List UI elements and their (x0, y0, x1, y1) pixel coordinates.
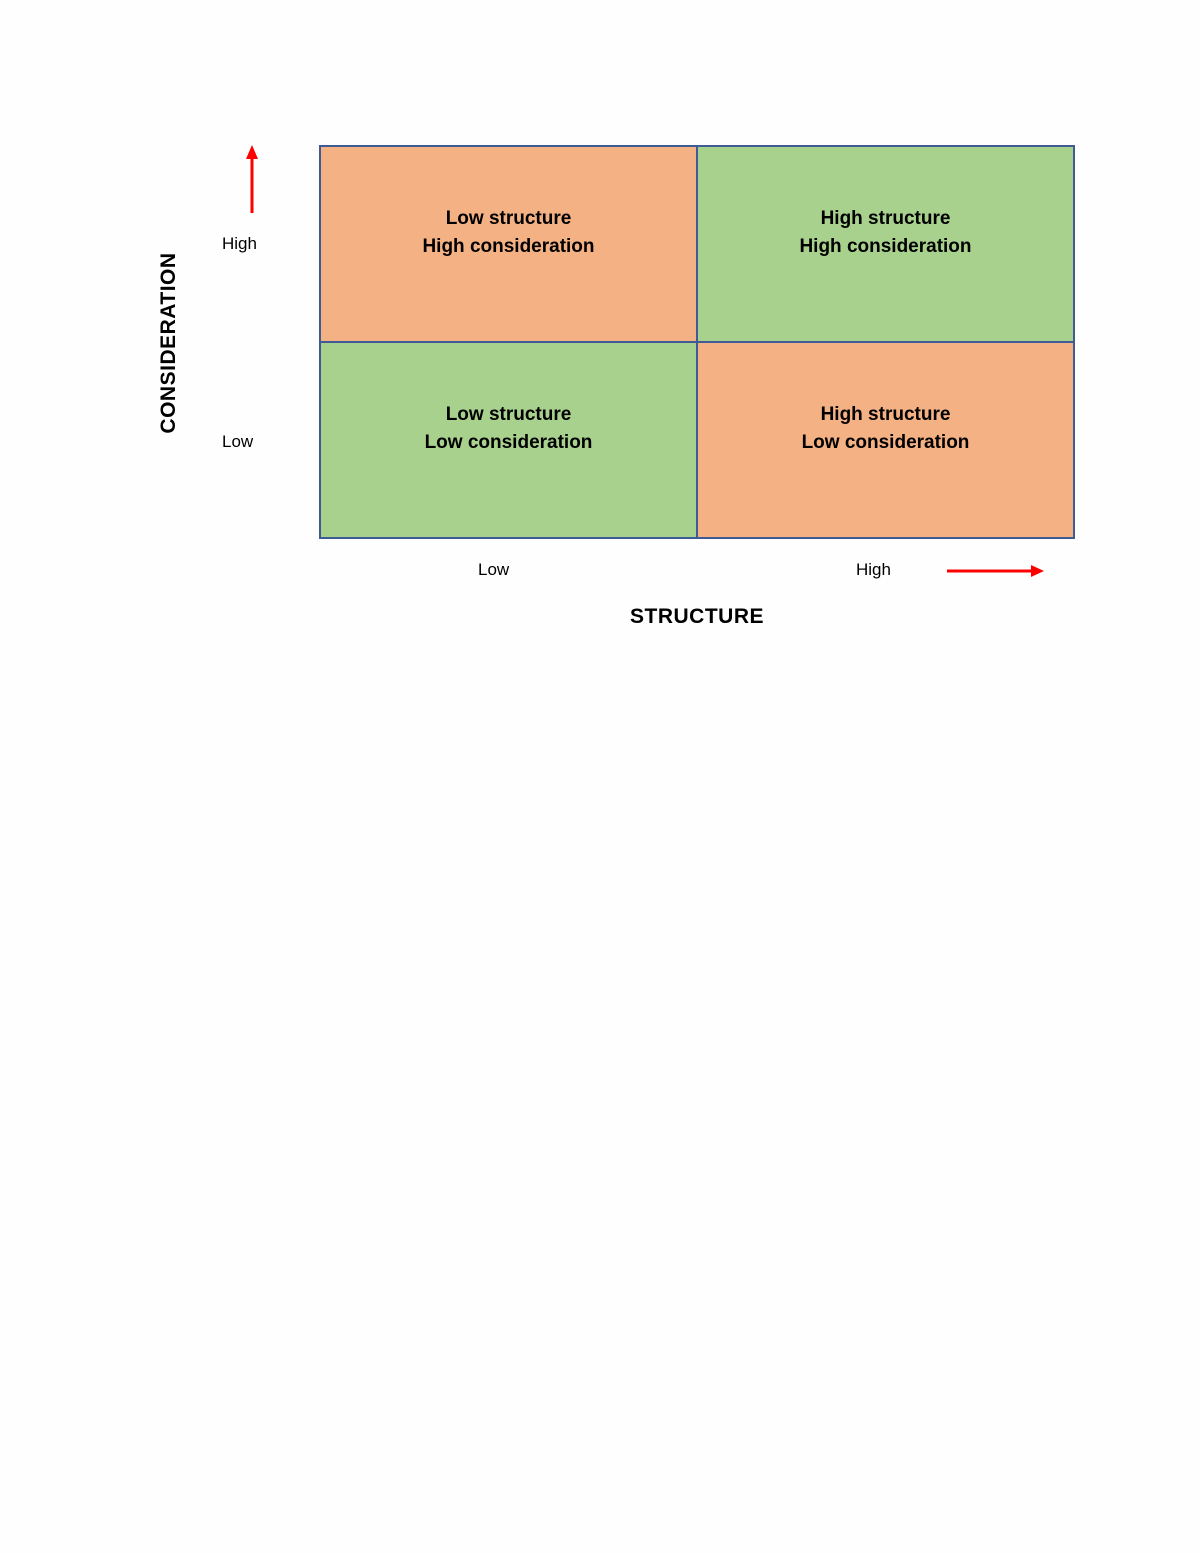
quadrant-high-structure-high-consideration: High structure High consideration (697, 147, 1073, 342)
quadrant-line-1: High structure (820, 208, 951, 229)
quadrant-low-structure-low-consideration: Low structure Low consideration (321, 342, 697, 537)
y-tick-high: High (222, 234, 257, 253)
x-tick-high: High (856, 560, 891, 579)
x-axis-title: STRUCTURE (630, 605, 764, 628)
quadrant-line-2: High consideration (799, 236, 972, 257)
y-tick-low: Low (222, 432, 254, 451)
quadrant-line-2: High consideration (422, 236, 595, 257)
quadrant-line-2: Low consideration (801, 432, 970, 453)
quadrant-low-structure-high-consideration: Low structure High consideration (321, 147, 697, 342)
x-tick-low: Low (478, 560, 510, 579)
up-arrow-icon (246, 145, 258, 213)
quadrant-line-2: Low consideration (424, 432, 593, 453)
quadrant-line-1: High structure (820, 404, 951, 425)
y-axis-title: CONSIDERATION (157, 252, 180, 434)
right-arrow-icon (947, 565, 1044, 577)
leadership-matrix: Low structure High consideration High st… (319, 145, 1075, 539)
quadrant-high-structure-low-consideration: High structure Low consideration (697, 342, 1073, 537)
quadrant-line-1: Low structure (445, 208, 572, 229)
quadrant-line-1: Low structure (445, 404, 572, 425)
